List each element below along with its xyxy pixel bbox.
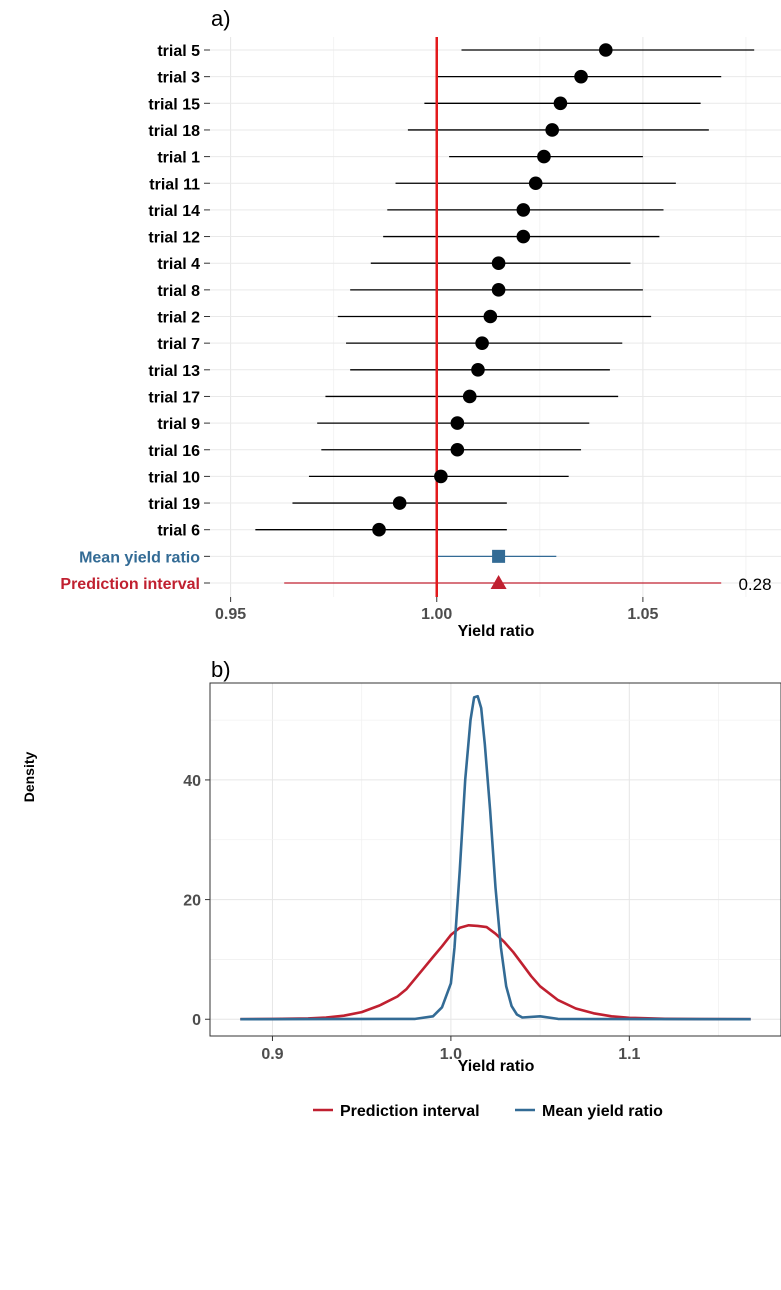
marker-mean-yield-ratio (492, 549, 506, 563)
point-trial-2 (483, 309, 498, 324)
row-label-trial-2: trial 2 (157, 310, 200, 327)
panel-b-density-lines (240, 694, 751, 1021)
row-label-prediction-interval: Prediction interval (60, 576, 200, 593)
point-trial-11 (528, 176, 543, 191)
density-line-mean-yield-ratio (240, 694, 751, 1021)
row-label-trial-18: trial 18 (148, 123, 200, 140)
x-tick-label: 1.00 (421, 606, 452, 623)
point-trial-13 (471, 363, 485, 377)
panel-a-label: a) (211, 6, 231, 31)
point-trial-7 (475, 336, 489, 350)
legend-label-prediction-interval: Prediction interval (340, 1103, 480, 1120)
point-trial-5 (598, 43, 613, 57)
y-tick-label: 40 (183, 773, 201, 790)
point-trial-12 (516, 229, 531, 244)
point-trial-17 (462, 389, 477, 404)
point-trial-19 (392, 496, 407, 510)
row-label-trial-17: trial 17 (148, 389, 200, 406)
y-tick-label: 20 (183, 893, 201, 910)
panel-b-label: b) (211, 657, 231, 682)
panel-b-x-ticks: 0.9 1.0 1.1 (261, 1036, 641, 1063)
prediction-interval-annotation: 0.28 (738, 575, 771, 594)
point-trial-9 (450, 416, 465, 430)
row-label-trial-16: trial 16 (148, 443, 200, 460)
row-label-trial-10: trial 10 (148, 469, 200, 486)
point-trial-8 (491, 283, 506, 297)
point-trial-18 (545, 123, 559, 137)
row-label-trial-5: trial 5 (157, 43, 200, 60)
row-label-trial-3: trial 3 (157, 70, 200, 87)
row-label-mean-yield-ratio: Mean yield ratio (79, 549, 200, 566)
point-trial-3 (574, 69, 588, 84)
panel-a-row-labels: trial 5 trial 3 trial 15 trial 18 trial 1 tri… (60, 43, 210, 593)
panel-b-x-axis-title: Yield ratio (458, 1058, 535, 1075)
row-label-trial-12: trial 12 (148, 230, 200, 247)
panel-a-estimates (372, 43, 613, 589)
x-tick-label: 1.05 (627, 606, 658, 623)
row-label-trial-9: trial 9 (157, 416, 200, 433)
point-trial-10 (434, 469, 448, 484)
point-trial-15 (553, 96, 568, 111)
point-trial-4 (491, 256, 506, 271)
panel-a-x-ticks: 0.95 1.00 1.05 (215, 597, 659, 623)
point-trial-6 (372, 522, 386, 537)
row-label-trial-14: trial 14 (148, 203, 200, 220)
row-label-trial-15: trial 15 (148, 96, 200, 113)
row-label-trial-1: trial 1 (157, 150, 200, 167)
panel-b-border (209, 682, 781, 1037)
point-trial-14 (516, 203, 531, 217)
row-label-trial-6: trial 6 (157, 523, 200, 540)
x-tick-label: 0.95 (215, 606, 246, 623)
panel-b-y-axis-title: Density (21, 752, 37, 803)
x-tick-label: 1.1 (618, 1046, 640, 1063)
row-label-trial-11: trial 11 (149, 176, 200, 193)
marker-prediction-interval (490, 575, 507, 589)
x-tick-label: 1.0 (440, 1046, 462, 1063)
point-trial-1 (537, 149, 551, 164)
legend: Prediction interval Mean yield ratio (313, 1103, 663, 1120)
panel-b-gridlines (210, 683, 781, 1036)
legend-label-mean-yield-ratio: Mean yield ratio (542, 1103, 663, 1120)
row-label-trial-7: trial 7 (157, 336, 200, 353)
panel-b-y-ticks: 0 20 40 (183, 773, 210, 1029)
y-tick-label: 0 (192, 1012, 201, 1029)
density-line-prediction-interval (240, 924, 751, 1021)
x-tick-label: 0.9 (261, 1046, 283, 1063)
row-label-trial-4: trial 4 (157, 256, 200, 273)
row-label-trial-8: trial 8 (157, 283, 200, 300)
panel-b-density-plot: b) 0.9 1.0 1.1 0 20 40 Yield ratio Density P… (21, 657, 781, 1120)
panel-a-x-axis-title: Yield ratio (458, 623, 535, 640)
row-label-trial-13: trial 13 (148, 363, 200, 380)
row-label-trial-19: trial 19 (148, 496, 200, 513)
point-trial-16 (450, 442, 465, 457)
panel-a-forest-plot: a) trial 5 trial 3 trial 15 trial 18 trial 1… (60, 6, 781, 640)
